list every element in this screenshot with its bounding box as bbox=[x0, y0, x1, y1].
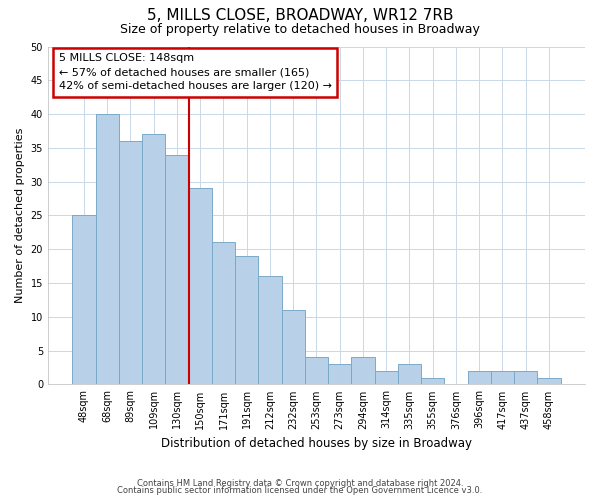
Bar bbox=[467, 371, 491, 384]
X-axis label: Distribution of detached houses by size in Broadway: Distribution of detached houses by size … bbox=[161, 437, 472, 450]
Bar bbox=[514, 371, 538, 384]
Bar bbox=[73, 216, 95, 384]
Bar bbox=[166, 154, 188, 384]
Text: Size of property relative to detached houses in Broadway: Size of property relative to detached ho… bbox=[120, 22, 480, 36]
Y-axis label: Number of detached properties: Number of detached properties bbox=[15, 128, 25, 303]
Bar bbox=[352, 358, 374, 384]
Bar bbox=[328, 364, 352, 384]
Text: 5 MILLS CLOSE: 148sqm
← 57% of detached houses are smaller (165)
42% of semi-det: 5 MILLS CLOSE: 148sqm ← 57% of detached … bbox=[59, 54, 332, 92]
Bar bbox=[119, 141, 142, 384]
Text: 5, MILLS CLOSE, BROADWAY, WR12 7RB: 5, MILLS CLOSE, BROADWAY, WR12 7RB bbox=[147, 8, 453, 22]
Bar bbox=[538, 378, 560, 384]
Bar bbox=[188, 188, 212, 384]
Bar bbox=[421, 378, 445, 384]
Bar bbox=[281, 310, 305, 384]
Bar bbox=[305, 358, 328, 384]
Bar bbox=[235, 256, 259, 384]
Bar bbox=[374, 371, 398, 384]
Bar bbox=[259, 276, 281, 384]
Bar bbox=[398, 364, 421, 384]
Bar bbox=[95, 114, 119, 384]
Bar bbox=[142, 134, 166, 384]
Text: Contains public sector information licensed under the Open Government Licence v3: Contains public sector information licen… bbox=[118, 486, 482, 495]
Text: Contains HM Land Registry data © Crown copyright and database right 2024.: Contains HM Land Registry data © Crown c… bbox=[137, 478, 463, 488]
Bar bbox=[491, 371, 514, 384]
Bar bbox=[212, 242, 235, 384]
